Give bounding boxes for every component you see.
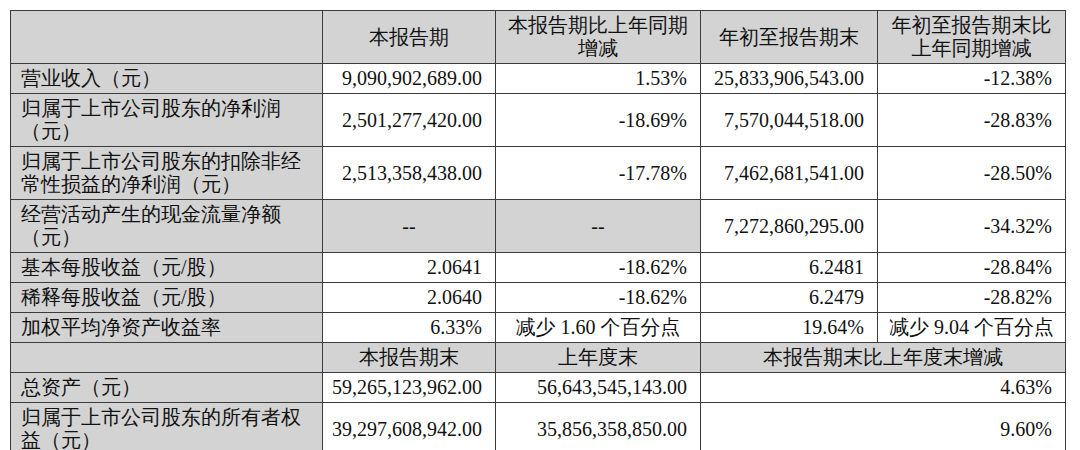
cell-ytd-yoy: -34.32% [878,200,1066,253]
cell-current: -- [323,200,496,253]
row-label: 归属于上市公司股东的扣除非经常性损益的净利润（元） [11,147,323,200]
cell-ytd: 19.64% [701,313,878,343]
row-label: 营业收入（元） [11,64,323,94]
row-label: 加权平均净资产收益率 [11,313,323,343]
cell-ytd-yoy: -28.82% [878,283,1066,313]
table-row-diluted-eps: 稀释每股收益（元/股） 2.0640 -18.62% 6.2479 -28.82… [11,283,1066,313]
balance-header-row: 本报告期末 上年度末 本报告期末比上年度末增减 [11,343,1066,373]
cell-ytd: 7,272,860,295.00 [701,200,878,253]
cell-current-yoy: 减少 1.60 个百分点 [496,313,701,343]
col-header-period-end: 本报告期末 [323,343,496,373]
col-header-period-end-change: 本报告期末比上年度末增减 [701,343,1066,373]
cell-ytd: 7,462,681,541.00 [701,147,878,200]
table-row-basic-eps: 基本每股收益（元/股） 2.0641 -18.62% 6.2481 -28.84… [11,253,1066,283]
cell-change: 9.60% [701,403,1066,450]
cell-prior-year-end: 56,643,545,143.00 [496,373,701,403]
cell-ytd: 6.2479 [701,283,878,313]
cell-current: 6.33% [323,313,496,343]
cell-current: 2.0640 [323,283,496,313]
cell-current-yoy: -17.78% [496,147,701,200]
table-row-owners-equity: 归属于上市公司股东的所有者权益（元） 39,297,608,942.00 35,… [11,403,1066,450]
row-label: 经营活动产生的现金流量净额（元） [11,200,323,253]
cell-current-yoy: -18.62% [496,283,701,313]
col-header-ytd: 年初至报告期末 [701,11,878,64]
corner-cell [11,11,323,64]
corner-cell [11,343,323,373]
table-row-weighted-avg-roe: 加权平均净资产收益率 6.33% 减少 1.60 个百分点 19.64% 减少 … [11,313,1066,343]
cell-period-end: 59,265,123,962.00 [323,373,496,403]
row-label: 归属于上市公司股东的所有者权益（元） [11,403,323,450]
cell-current-yoy: -18.69% [496,94,701,147]
row-label: 稀释每股收益（元/股） [11,283,323,313]
col-header-current-period: 本报告期 [323,11,496,64]
cell-ytd: 7,570,044,518.00 [701,94,878,147]
cell-period-end: 39,297,608,942.00 [323,403,496,450]
cell-change: 4.63% [701,373,1066,403]
cell-ytd-yoy: 减少 9.04 个百分点 [878,313,1066,343]
cell-current-yoy: -- [496,200,701,253]
col-header-ytd-yoy: 年初至报告期末比上年同期增减 [878,11,1066,64]
row-label: 基本每股收益（元/股） [11,253,323,283]
cell-ytd: 25,833,906,543.00 [701,64,878,94]
cell-current: 2,501,277,420.00 [323,94,496,147]
col-header-current-period-yoy: 本报告期比上年同期增减 [496,11,701,64]
cell-prior-year-end: 35,856,358,850.00 [496,403,701,450]
table-row-operating-cash-flow: 经营活动产生的现金流量净额（元） -- -- 7,272,860,295.00 … [11,200,1066,253]
cell-current-yoy: 1.53% [496,64,701,94]
table-row-net-profit-excl-nonrecurring: 归属于上市公司股东的扣除非经常性损益的净利润（元） 2,513,358,438.… [11,147,1066,200]
cell-current: 2.0641 [323,253,496,283]
row-label: 归属于上市公司股东的净利润（元） [11,94,323,147]
cell-ytd-yoy: -12.38% [878,64,1066,94]
col-header-prior-year-end: 上年度末 [496,343,701,373]
cell-ytd: 6.2481 [701,253,878,283]
row-label: 总资产（元） [11,373,323,403]
cell-ytd-yoy: -28.83% [878,94,1066,147]
cell-current-yoy: -18.62% [496,253,701,283]
cell-ytd-yoy: -28.50% [878,147,1066,200]
period-header-row: 本报告期 本报告期比上年同期增减 年初至报告期末 年初至报告期末比上年同期增减 [11,11,1066,64]
cell-current: 2,513,358,438.00 [323,147,496,200]
table-row-total-assets: 总资产（元） 59,265,123,962.00 56,643,545,143.… [11,373,1066,403]
table-row-revenue: 营业收入（元） 9,090,902,689.00 1.53% 25,833,90… [11,64,1066,94]
table-row-net-profit: 归属于上市公司股东的净利润（元） 2,501,277,420.00 -18.69… [11,94,1066,147]
cell-current: 9,090,902,689.00 [323,64,496,94]
financial-summary-table: 本报告期 本报告期比上年同期增减 年初至报告期末 年初至报告期末比上年同期增减 … [10,10,1066,450]
cell-ytd-yoy: -28.84% [878,253,1066,283]
